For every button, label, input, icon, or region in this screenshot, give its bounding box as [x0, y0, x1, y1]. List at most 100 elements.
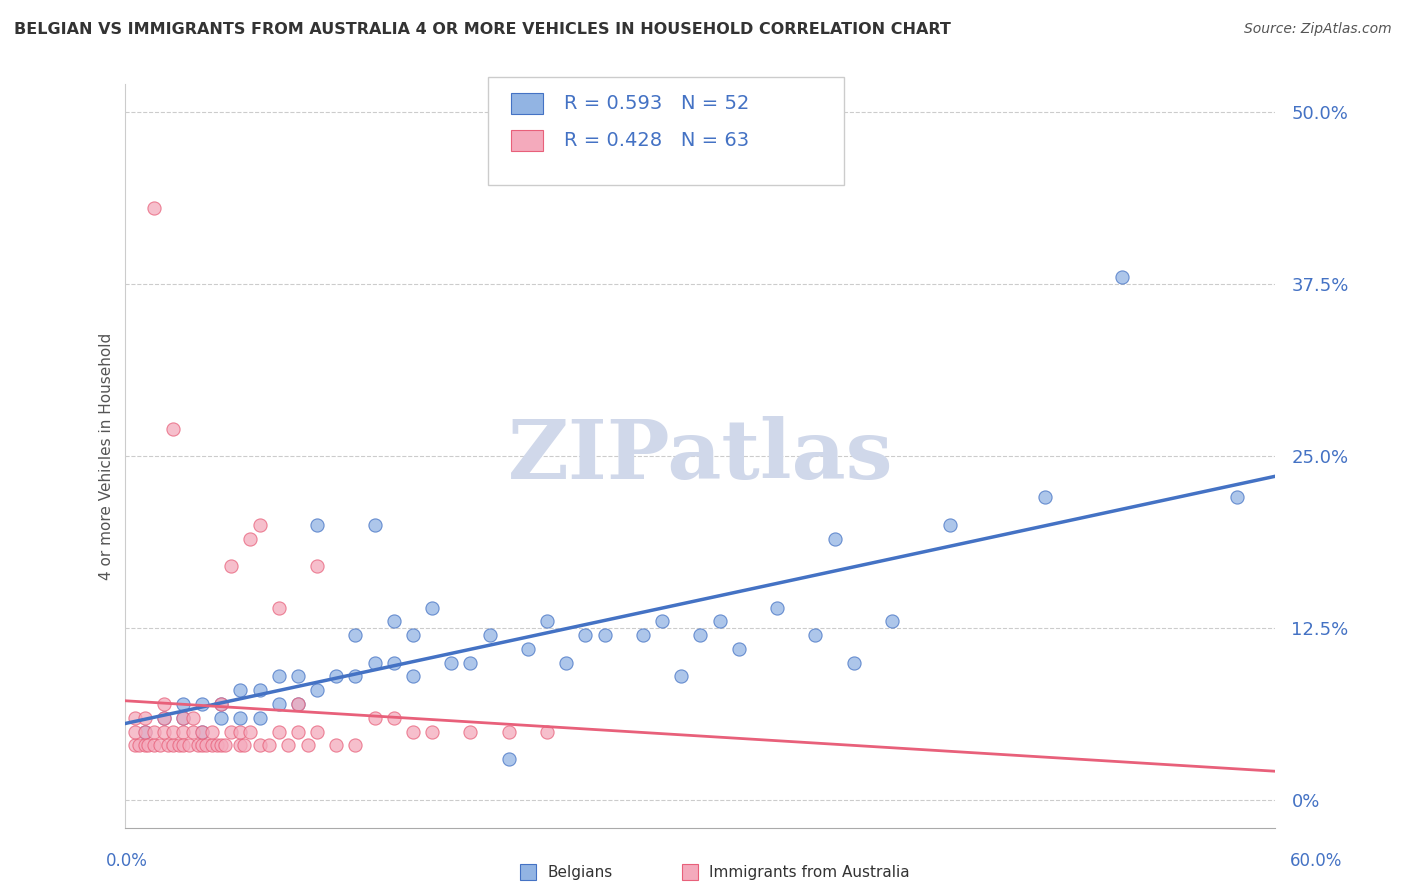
- Point: [631, 628, 654, 642]
- Point: [229, 683, 252, 698]
- Point: [249, 739, 271, 753]
- Point: [153, 711, 176, 725]
- Point: [344, 669, 367, 683]
- Point: [842, 656, 865, 670]
- Point: [191, 724, 214, 739]
- Point: [219, 724, 242, 739]
- Text: 0.0%: 0.0%: [105, 852, 148, 870]
- Point: [824, 532, 846, 546]
- Point: [172, 697, 194, 711]
- Point: [671, 669, 693, 683]
- Point: [249, 518, 271, 533]
- Point: [882, 615, 904, 629]
- Point: [344, 739, 367, 753]
- Text: Source: ZipAtlas.com: Source: ZipAtlas.com: [1244, 22, 1392, 37]
- Point: [307, 559, 329, 574]
- Point: [938, 518, 960, 533]
- Point: [128, 739, 150, 753]
- Point: [382, 656, 405, 670]
- Point: [124, 724, 146, 739]
- Point: [149, 739, 172, 753]
- Point: [498, 752, 520, 766]
- Point: [172, 711, 194, 725]
- Point: [307, 724, 329, 739]
- Point: [162, 421, 184, 435]
- FancyBboxPatch shape: [488, 77, 844, 185]
- Text: Immigrants from Australia: Immigrants from Australia: [709, 865, 910, 880]
- Point: [177, 739, 200, 753]
- Point: [239, 532, 262, 546]
- Point: [402, 669, 425, 683]
- Point: [277, 739, 299, 753]
- Point: [143, 724, 166, 739]
- Point: [766, 600, 789, 615]
- Point: [229, 724, 252, 739]
- Point: [219, 559, 242, 574]
- Point: [239, 724, 262, 739]
- Point: [209, 711, 232, 725]
- Point: [651, 615, 673, 629]
- Point: [267, 600, 290, 615]
- Point: [267, 697, 290, 711]
- Point: [191, 739, 214, 753]
- Point: [172, 724, 194, 739]
- Text: ZIPatlas: ZIPatlas: [508, 417, 893, 496]
- Point: [267, 724, 290, 739]
- Point: [344, 628, 367, 642]
- Point: [134, 711, 156, 725]
- Point: [191, 697, 214, 711]
- Point: [727, 641, 749, 656]
- Point: [420, 724, 443, 739]
- Point: [478, 628, 501, 642]
- Point: [1226, 491, 1249, 505]
- Point: [536, 724, 558, 739]
- Point: [574, 628, 596, 642]
- Point: [249, 711, 271, 725]
- Point: [153, 711, 176, 725]
- Point: [134, 739, 156, 753]
- Point: [402, 628, 425, 642]
- Point: [287, 669, 309, 683]
- Point: [287, 697, 309, 711]
- Point: [460, 656, 482, 670]
- Point: [536, 615, 558, 629]
- Point: [593, 628, 616, 642]
- Point: [214, 739, 236, 753]
- Point: [363, 518, 385, 533]
- Point: [555, 656, 578, 670]
- Text: 60.0%: 60.0%: [1291, 852, 1343, 870]
- Point: [1035, 491, 1057, 505]
- Point: [153, 697, 176, 711]
- Y-axis label: 4 or more Vehicles in Household: 4 or more Vehicles in Household: [100, 333, 114, 580]
- Text: BELGIAN VS IMMIGRANTS FROM AUSTRALIA 4 OR MORE VEHICLES IN HOUSEHOLD CORRELATION: BELGIAN VS IMMIGRANTS FROM AUSTRALIA 4 O…: [14, 22, 950, 37]
- Point: [267, 669, 290, 683]
- Point: [307, 518, 329, 533]
- Point: [143, 201, 166, 215]
- Point: [709, 615, 731, 629]
- Point: [207, 739, 229, 753]
- Point: [363, 656, 385, 670]
- Point: [167, 739, 190, 753]
- Text: Belgians: Belgians: [547, 865, 613, 880]
- Point: [134, 724, 156, 739]
- Point: [209, 739, 232, 753]
- Point: [124, 711, 146, 725]
- Point: [229, 739, 252, 753]
- Point: [498, 724, 520, 739]
- Point: [440, 656, 463, 670]
- Point: [517, 641, 540, 656]
- Point: [297, 739, 319, 753]
- Point: [249, 683, 271, 698]
- Point: [307, 683, 329, 698]
- Point: [233, 739, 256, 753]
- Point: [172, 739, 194, 753]
- Bar: [510, 94, 543, 114]
- Point: [181, 724, 204, 739]
- Point: [134, 724, 156, 739]
- Point: [187, 739, 209, 753]
- Point: [181, 711, 204, 725]
- Point: [162, 739, 184, 753]
- Point: [257, 739, 280, 753]
- Point: [124, 739, 146, 753]
- Point: [209, 697, 232, 711]
